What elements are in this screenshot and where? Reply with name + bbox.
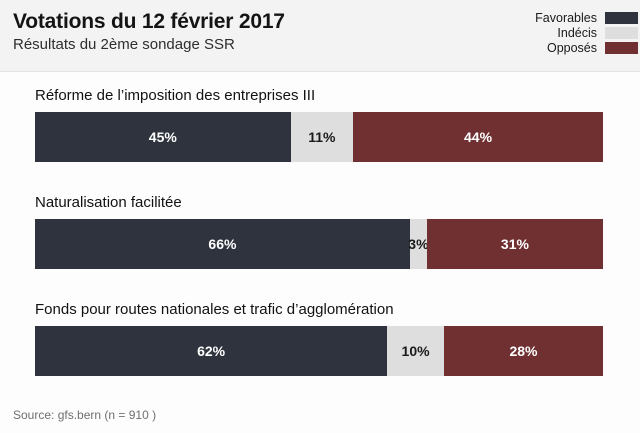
- stacked-bar-chart: Réforme de l’imposition des entreprises …: [0, 72, 640, 407]
- bar-segment-indécis: 3%: [408, 219, 429, 269]
- title-block: Votations du 12 février 2017 Résultats d…: [0, 0, 285, 71]
- stacked-bar: 62% 10% 28%: [35, 326, 603, 376]
- legend-swatch: [605, 27, 638, 39]
- legend-item-indécis: Indécis: [535, 27, 638, 39]
- bar-segment-favorables: 62%: [35, 326, 388, 376]
- legend-label: Opposés: [546, 41, 597, 55]
- bar-value-label: 11%: [308, 129, 336, 145]
- bar-segment-favorables: 66%: [35, 219, 410, 269]
- stacked-bar: 45% 11% 44%: [35, 112, 603, 162]
- bar-value-label: 44%: [464, 129, 493, 145]
- bar-value-label: 10%: [401, 343, 430, 359]
- legend-item-favorables: Favorables: [535, 12, 638, 24]
- page-subtitle: Résultats du 2ème sondage SSR: [13, 36, 235, 53]
- bar-group: Réforme de l’imposition des entreprises …: [35, 86, 603, 162]
- legend-item-opposés: Opposés: [535, 42, 638, 54]
- header: Votations du 12 février 2017 Résultats d…: [0, 0, 640, 72]
- legend-label: Indécis: [557, 26, 597, 40]
- bar-category-label: Naturalisation facilitée: [35, 194, 182, 211]
- footer: Source: gfs.bern (n = 910 ): [0, 407, 640, 433]
- bar-segment-favorables: 45%: [35, 112, 291, 162]
- bar-value-label: 45%: [148, 129, 177, 145]
- bar-category-label: Fonds pour routes nationales et trafic d…: [35, 301, 394, 318]
- bar-value-label: 66%: [208, 236, 237, 252]
- bar-value-label: 31%: [500, 236, 529, 252]
- bar-segment-indécis: 11%: [290, 112, 354, 162]
- bar-segment-opposés: 44%: [353, 112, 603, 162]
- bar-segment-opposés: 28%: [443, 326, 603, 376]
- legend: Favorables Indécis Opposés: [535, 0, 640, 71]
- bar-value-label: 3%: [408, 236, 429, 252]
- legend-swatch: [605, 12, 638, 24]
- bar-group: Naturalisation facilitée 66% 3% 31%: [35, 193, 603, 269]
- legend-swatch: [605, 42, 638, 54]
- bar-group: Fonds pour routes nationales et trafic d…: [35, 300, 603, 376]
- bar-category-label: Réforme de l’imposition des entreprises …: [35, 87, 316, 104]
- bar-value-label: 62%: [197, 343, 226, 359]
- legend-label: Favorables: [535, 11, 597, 25]
- stacked-bar: 66% 3% 31%: [35, 219, 603, 269]
- bar-segment-opposés: 31%: [426, 219, 603, 269]
- source-note: Source: gfs.bern (n = 910 ): [13, 408, 157, 422]
- page-title: Votations du 12 février 2017: [13, 10, 285, 33]
- bar-segment-indécis: 10%: [387, 326, 444, 376]
- bar-value-label: 28%: [509, 343, 538, 359]
